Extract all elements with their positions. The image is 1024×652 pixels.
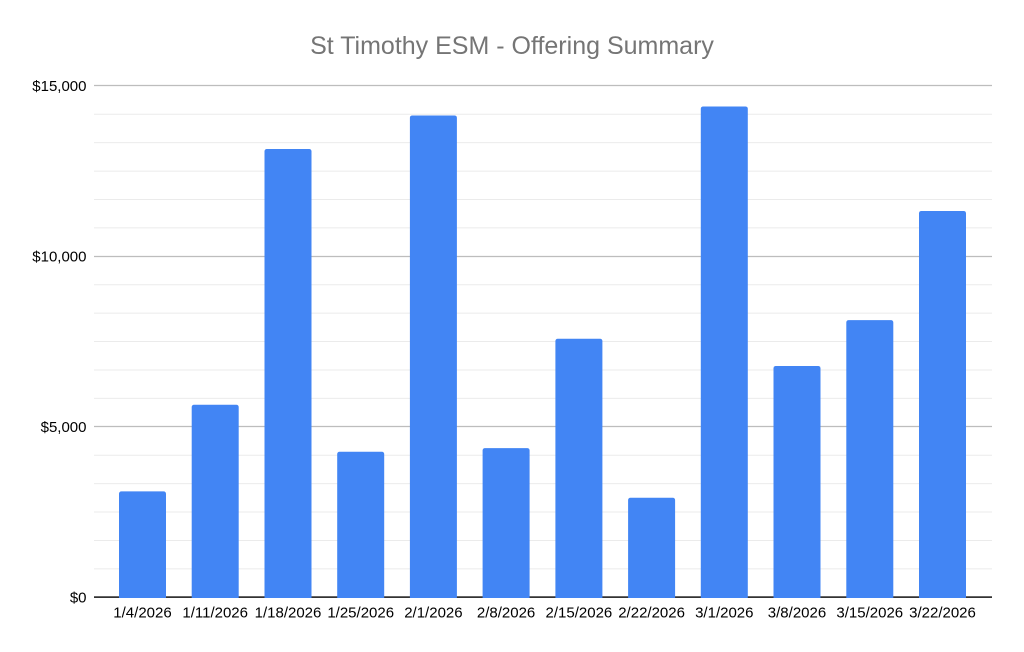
svg-text:3/8/2026: 3/8/2026 xyxy=(768,604,826,621)
svg-text:$10,000: $10,000 xyxy=(32,249,86,266)
svg-text:$0: $0 xyxy=(70,590,87,607)
svg-text:St Timothy ESM - Offering Summ: St Timothy ESM - Offering Summary xyxy=(310,32,714,60)
svg-text:2/15/2026: 2/15/2026 xyxy=(546,604,613,621)
svg-text:1/4/2026: 1/4/2026 xyxy=(113,604,171,621)
svg-text:3/15/2026: 3/15/2026 xyxy=(836,604,903,621)
svg-text:3/22/2026: 3/22/2026 xyxy=(909,604,976,621)
svg-text:$5,000: $5,000 xyxy=(41,419,87,436)
svg-text:1/25/2026: 1/25/2026 xyxy=(327,604,394,621)
svg-text:2/1/2026: 2/1/2026 xyxy=(404,604,462,621)
svg-text:1/18/2026: 1/18/2026 xyxy=(255,604,322,621)
svg-text:2/8/2026: 2/8/2026 xyxy=(477,604,535,621)
svg-text:1/11/2026: 1/11/2026 xyxy=(182,604,248,621)
svg-text:3/1/2026: 3/1/2026 xyxy=(695,604,753,621)
svg-text:2/22/2026: 2/22/2026 xyxy=(618,604,685,621)
svg-text:$15,000: $15,000 xyxy=(32,78,86,95)
